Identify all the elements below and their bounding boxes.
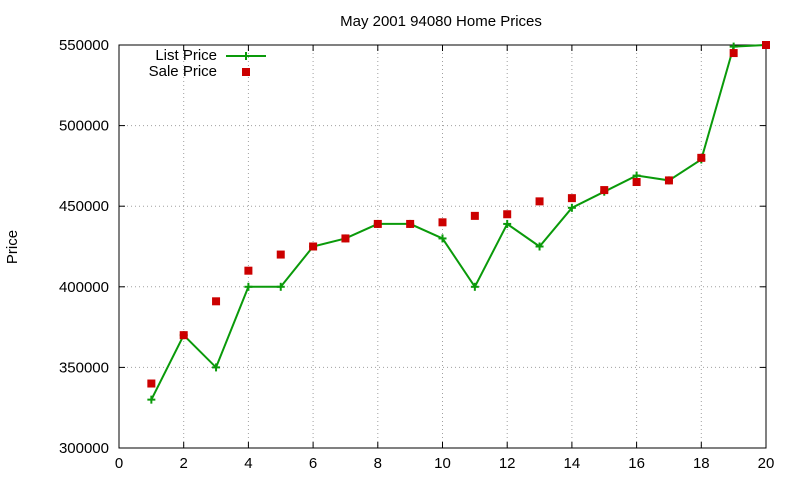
sale-price-point (470, 211, 479, 220)
sale-price-point (697, 153, 706, 162)
y-tick-label: 550000 (59, 37, 109, 54)
sale-price-point (567, 194, 576, 203)
x-tick-label: 0 (115, 455, 123, 472)
list-price-point (438, 234, 447, 243)
sale-price-point (664, 176, 673, 185)
x-tick-label: 6 (309, 455, 317, 472)
x-tick-label: 2 (180, 455, 188, 472)
sale-price-point (600, 186, 609, 195)
sale-price-point (729, 49, 738, 58)
sale-price-point (341, 234, 350, 243)
x-tick-label: 20 (758, 455, 775, 472)
y-tick-label: 400000 (59, 279, 109, 296)
list-price-point (567, 203, 576, 212)
series-layer (147, 41, 770, 404)
x-tick-label: 4 (244, 455, 252, 472)
axes: 0 2 4 6 8 10 12 14 16 18 20 300000 350000 400000 45000… (59, 37, 774, 472)
x-tick-label: 10 (434, 455, 451, 472)
legend-label-list-price: List Price (155, 47, 217, 64)
x-tick-label: 18 (693, 455, 710, 472)
sale-price-point (212, 297, 221, 306)
y-tick-label: 450000 (59, 198, 109, 215)
list-price-point (503, 219, 512, 228)
sale-price-point (762, 41, 770, 49)
grid (119, 45, 766, 448)
list-price-point (147, 395, 156, 404)
list-price-point (276, 282, 285, 291)
legend-label-sale-price: Sale Price (149, 63, 217, 80)
y-tick-label: 300000 (59, 440, 109, 457)
sale-price-point (309, 242, 318, 251)
x-tick-label: 12 (499, 455, 516, 472)
sale-price-point (406, 219, 415, 228)
sale-price-point (244, 266, 253, 275)
sale-price-point (632, 178, 641, 187)
chart-title: May 2001 94080 Home Prices (340, 13, 542, 30)
y-axis-label: Price (4, 230, 21, 264)
x-tick-label: 16 (628, 455, 645, 472)
sale-price-point (179, 331, 188, 340)
sale-price-point (503, 210, 512, 219)
list-price-point (535, 242, 544, 251)
sale-price-point (438, 218, 447, 227)
y-tick-label: 500000 (59, 118, 109, 135)
list-price-point (470, 282, 479, 291)
y-tick-label: 350000 (59, 359, 109, 376)
sale-price-point (535, 197, 544, 206)
sale-price-point (373, 219, 382, 228)
x-tick-label: 8 (374, 455, 382, 472)
x-tick-label: 14 (564, 455, 581, 472)
list-price-point (244, 282, 253, 291)
sale-price-point (147, 379, 156, 388)
legend-swatch-sale-price (242, 68, 250, 76)
series-line-list-price (150, 44, 767, 401)
sale-price-point (276, 250, 285, 259)
list-price-point (212, 363, 221, 372)
